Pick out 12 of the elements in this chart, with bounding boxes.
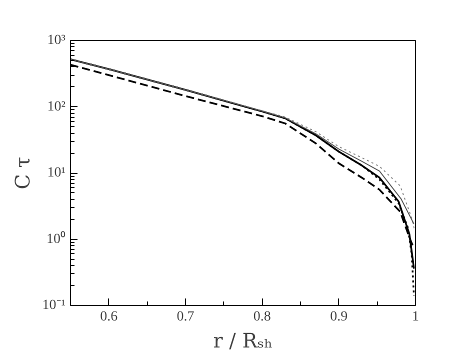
x-axis-title: r / Rₛₕ [213,328,273,352]
y-tick-label: 10¹ [47,166,66,180]
x-tick-label: 0.6 [100,310,118,324]
y-tick-label: 10² [47,99,66,114]
y-tick-label: 10⁻¹ [42,298,66,313]
x-tick-label: 0.9 [330,310,348,324]
y-tick-label: 10⁰ [46,230,66,247]
y-tick-label: 10³ [47,33,66,48]
x-tick-label: 1 [412,310,419,324]
x-tick-label: 0.7 [176,310,194,324]
y-axis-title: C τ [10,156,34,190]
x-tick-label: 0.8 [253,310,271,324]
